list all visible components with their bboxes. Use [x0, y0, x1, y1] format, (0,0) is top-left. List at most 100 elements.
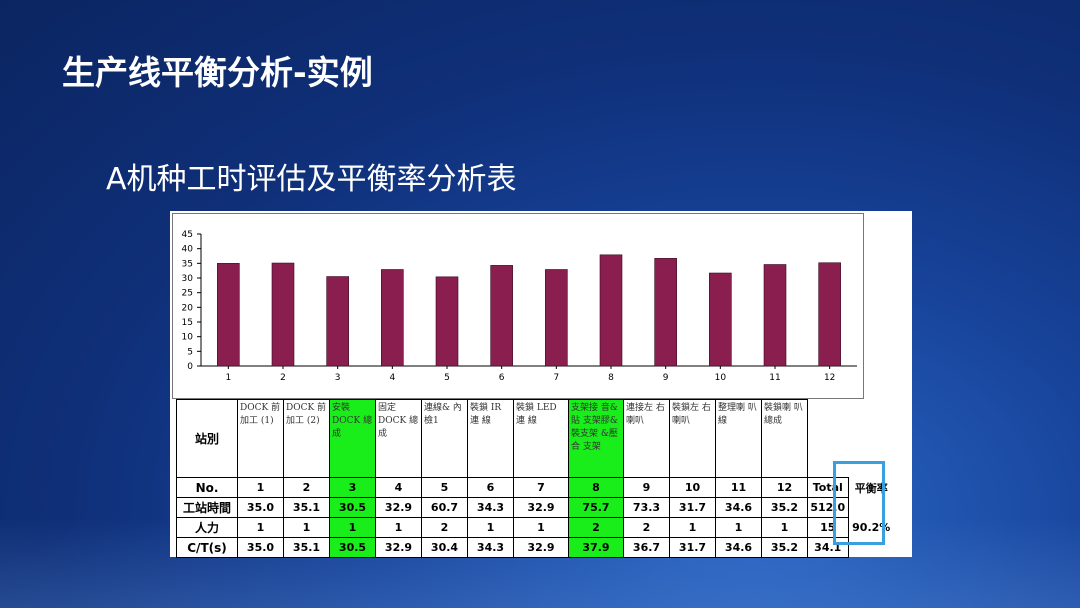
cell: 32.9 [375, 537, 422, 558]
station-name: 裝鎖 LED 連 線 [513, 399, 569, 478]
y-tick-label: 10 [182, 333, 194, 343]
cell: 35.0 [237, 497, 284, 518]
balance-rate-value: 90.2% [852, 521, 891, 534]
cell: 31.7 [669, 497, 716, 518]
balance-rate-highlight [833, 461, 885, 545]
station-name: 固定 DOCK 總成 [375, 399, 422, 478]
station-name: 連線& 內檢1 [421, 399, 468, 478]
x-tick-label: 2 [280, 373, 286, 383]
station-name: DOCK 前加工 (1) [237, 399, 284, 478]
y-tick-label: 45 [182, 230, 193, 240]
cell: 1 [283, 517, 330, 538]
row-label: No. [176, 477, 238, 498]
cell: 34.3 [467, 497, 514, 518]
cell: 34.3 [467, 537, 514, 558]
x-tick-label: 4 [389, 373, 395, 383]
cell: 11 [715, 477, 762, 498]
cell: 4 [375, 477, 422, 498]
cell: 34.6 [715, 497, 762, 518]
x-tick-label: 1 [225, 373, 231, 383]
y-tick-label: 40 [182, 245, 194, 255]
bar [326, 276, 349, 367]
cell: 6 [467, 477, 514, 498]
cell: 35.1 [283, 537, 330, 558]
cell: 36.7 [623, 537, 670, 558]
slide-subtitle: A机种工时评估及平衡率分析表 [106, 162, 517, 197]
cell: 32.9 [513, 537, 569, 558]
station-name: DOCK 前加工 (2) [283, 399, 330, 478]
cell: 75.7 [568, 497, 624, 518]
cell: 1 [513, 517, 569, 538]
cycle-time-row: C/T(s) 35.0 35.1 30.5 32.9 30.4 34.3 32.… [176, 537, 895, 558]
bar [599, 254, 623, 367]
cell: 1 [669, 517, 716, 538]
y-tick-label: 0 [187, 362, 193, 372]
cell: 35.0 [237, 537, 284, 558]
cell: 8 [568, 477, 624, 498]
y-tick-label: 30 [182, 274, 194, 284]
y-tick-label: 5 [187, 347, 193, 357]
x-tick-label: 5 [444, 373, 450, 383]
cell: 2 [623, 517, 670, 538]
cell: 2 [421, 517, 468, 538]
x-tick-label: 8 [608, 373, 614, 383]
total-cell: 15 [807, 517, 849, 538]
station-name: 裝鎖 IR 連 線 [467, 399, 514, 478]
cell: 37.9 [568, 537, 624, 558]
cell: 1 [715, 517, 762, 538]
station-name: 支架接 音&貼 支架膠& 裝支架 &壓合 支架 [568, 399, 624, 478]
cell: 10 [669, 477, 716, 498]
cell: 2 [283, 477, 330, 498]
cell: 1 [467, 517, 514, 538]
station-time-row: 工站時間 35.0 35.1 30.5 32.9 60.7 34.3 32.9 … [176, 497, 895, 534]
station-header: 站別 [176, 399, 238, 478]
bar [217, 263, 240, 367]
station-name: 裝鎖左 右喇叭 [669, 399, 716, 478]
x-tick-label: 3 [335, 373, 341, 383]
cell: 1 [237, 477, 284, 498]
station-name: 連接左 右喇叭 [623, 399, 670, 478]
manpower-row: 人力 1 1 1 1 2 1 1 2 2 1 1 1 15 [176, 517, 895, 538]
bar-chart: 0 5 10 15 20 25 30 35 40 45 1 2 3 4 5 6 7 8 9 10 11 12 [172, 213, 864, 399]
cell: 1 [375, 517, 422, 538]
cell: 35.2 [761, 497, 808, 518]
cell: 9 [623, 477, 670, 498]
balance-table: 站別 DOCK 前加工 (1) DOCK 前加工 (2) 安裝 DOCK 總成 … [176, 399, 894, 558]
bar [709, 272, 732, 367]
cell: 32.9 [513, 497, 569, 518]
cell: 73.3 [623, 497, 670, 518]
x-tick-label: 11 [769, 373, 780, 383]
cell: 32.9 [375, 497, 422, 518]
cell: 30.5 [329, 537, 376, 558]
cell: 60.7 [421, 497, 468, 518]
cell: 1 [761, 517, 808, 538]
bar [490, 265, 513, 367]
cell: 2 [568, 517, 624, 538]
cell: 30.4 [421, 537, 468, 558]
number-row: No. 1 2 3 4 5 6 7 8 9 10 11 12 Total 平衡率 [176, 477, 895, 498]
cell: 5 [421, 477, 468, 498]
y-tick-label: 35 [182, 259, 193, 269]
y-tick-label: 20 [182, 303, 194, 313]
x-tick-label: 12 [824, 373, 835, 383]
slide-title: 生产线平衡分析-实例 [62, 53, 373, 92]
bar [818, 262, 841, 367]
row-label: 人力 [176, 517, 238, 538]
cell: 1 [237, 517, 284, 538]
cell: 31.7 [669, 537, 716, 558]
cell: 1 [329, 517, 376, 538]
bar [271, 262, 295, 367]
station-name: 整理喇 叭線 [715, 399, 762, 478]
bar [435, 276, 459, 367]
bar [763, 264, 787, 367]
x-tick-label: 9 [663, 373, 669, 383]
x-tick-label: 7 [553, 373, 559, 383]
bar [545, 269, 568, 367]
x-tick-label: 6 [499, 373, 505, 383]
bar [381, 269, 404, 367]
cell: 35.1 [283, 497, 330, 518]
cell: 34.6 [715, 537, 762, 558]
balance-rate-label: 平衡率 [854, 481, 888, 495]
station-name: 裝鎖喇 叭總成 [761, 399, 808, 478]
